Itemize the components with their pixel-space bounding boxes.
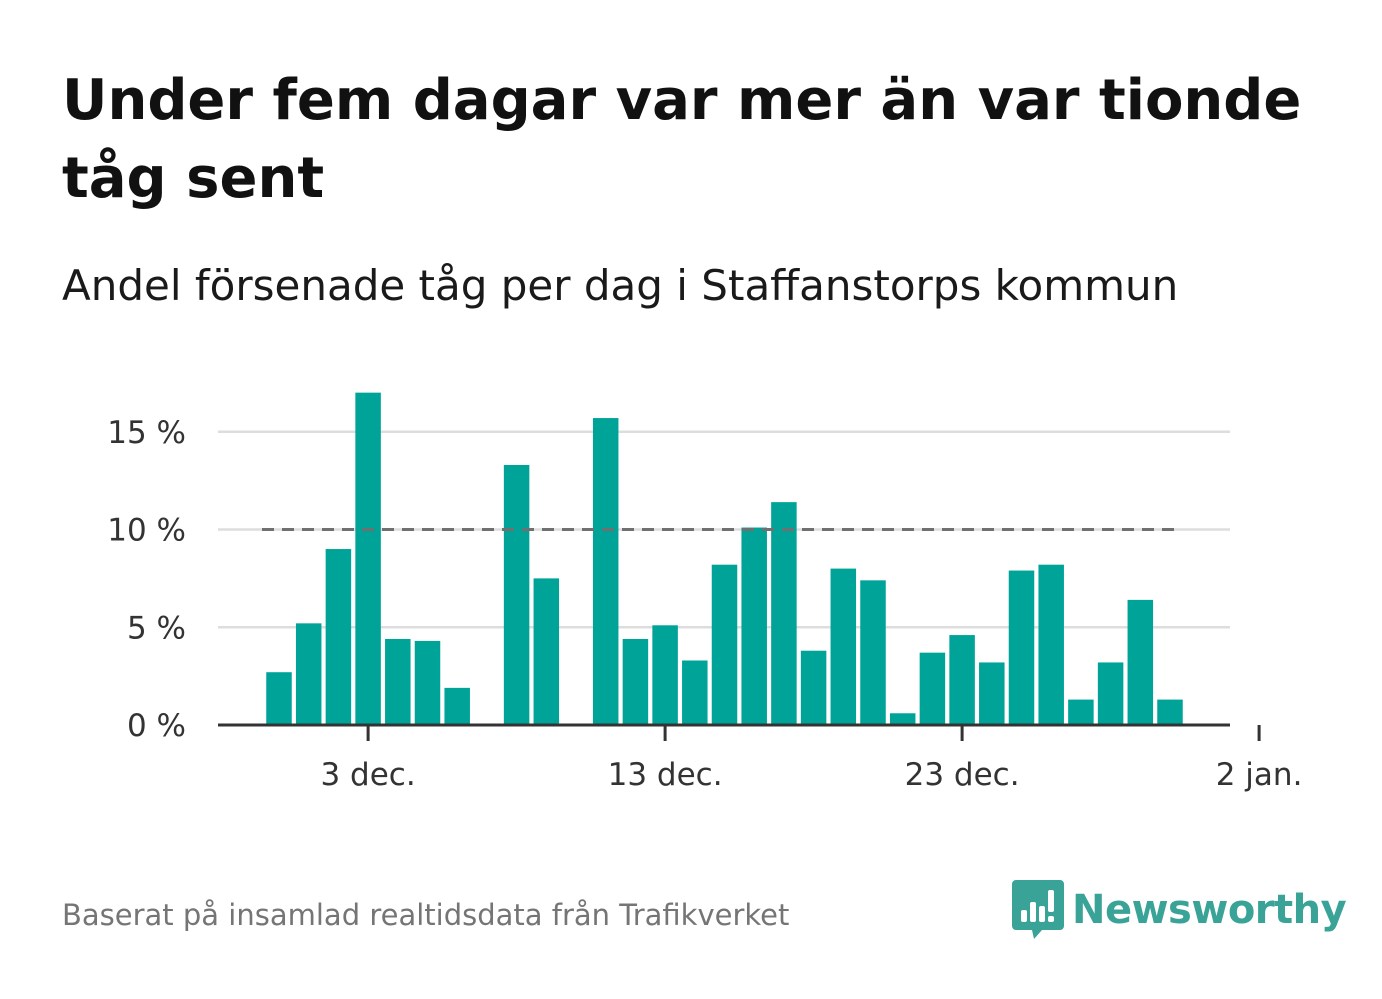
bar xyxy=(889,713,916,725)
bar xyxy=(860,580,886,725)
bar xyxy=(1008,570,1035,725)
bar xyxy=(741,527,767,725)
bar xyxy=(771,502,797,725)
bar xyxy=(711,564,738,725)
bar xyxy=(1127,599,1154,725)
chart-subtitle: Andel försenade tåg per dag i Staffansto… xyxy=(62,261,1179,310)
x-tick-label: 2 jan. xyxy=(1216,757,1303,793)
bar xyxy=(800,650,827,725)
y-tick-label: 5 % xyxy=(127,610,186,646)
source-note: Baserat på insamlad realtidsdata från Tr… xyxy=(62,898,790,932)
brand-name: Newsworthy xyxy=(1072,887,1347,933)
bar xyxy=(414,640,441,725)
bar xyxy=(325,549,352,725)
bar xyxy=(533,578,560,725)
bar xyxy=(295,623,322,725)
bar xyxy=(266,672,292,725)
x-tick-label: 3 dec. xyxy=(320,757,415,793)
bar xyxy=(1038,564,1064,725)
newsworthy-logo-icon xyxy=(1012,880,1064,939)
bars xyxy=(266,392,1183,725)
bar xyxy=(919,652,946,725)
bar-chart: 0 % 5 % 10 % 15 % 3 dec. 13 dec. 23 dec. 2 jan… xyxy=(107,392,1302,793)
bar xyxy=(355,392,381,725)
bar xyxy=(444,687,470,725)
y-tick-label: 15 % xyxy=(107,415,186,451)
chart-title: Under fem dagar var mer än var tionde tå… xyxy=(62,68,1302,211)
bar xyxy=(979,662,1005,725)
bar xyxy=(385,638,411,725)
y-axis-labels: 0 % 5 % 10 % 15 % xyxy=(107,415,186,744)
bar xyxy=(652,625,678,725)
y-tick-label: 0 % xyxy=(127,708,186,744)
newsworthy-logo: Newsworthy xyxy=(1012,880,1347,940)
x-tick-label: 13 dec. xyxy=(608,757,723,793)
bar xyxy=(1068,699,1094,725)
bar xyxy=(503,464,530,725)
x-axis xyxy=(218,723,1261,741)
bar xyxy=(1157,699,1183,725)
bar xyxy=(830,568,857,725)
bar xyxy=(592,418,619,725)
y-tick-label: 10 % xyxy=(107,513,186,549)
x-axis-labels: 3 dec. 13 dec. 23 dec. 2 jan. xyxy=(320,757,1302,793)
bar xyxy=(949,635,975,725)
bar xyxy=(682,660,708,725)
bar xyxy=(1097,662,1124,725)
x-tick-label: 23 dec. xyxy=(905,757,1020,793)
bar xyxy=(622,638,649,725)
